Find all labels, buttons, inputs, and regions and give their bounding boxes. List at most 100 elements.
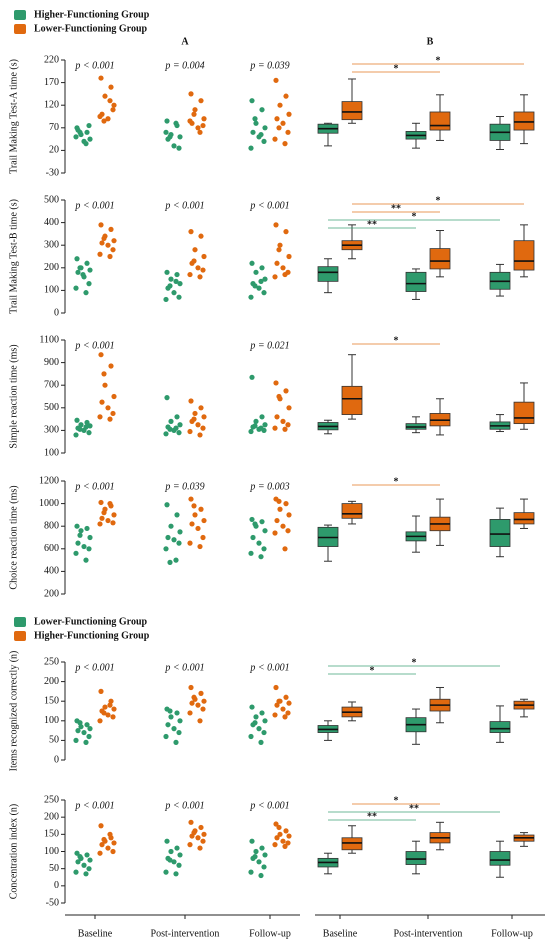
data-point — [74, 523, 80, 529]
y-tick-label: 170 — [44, 77, 59, 88]
significance-label: * — [436, 55, 441, 66]
y-tick-label: 120 — [44, 99, 59, 110]
data-point — [262, 852, 268, 858]
data-point — [197, 432, 203, 438]
data-point — [77, 129, 83, 135]
data-point — [282, 141, 288, 147]
x-tick-label: Follow-up — [249, 928, 291, 939]
p-value: p < 0.001 — [164, 800, 204, 811]
data-point — [189, 700, 195, 706]
legend-swatch — [14, 24, 26, 34]
box — [489, 519, 511, 547]
data-point — [173, 739, 179, 745]
data-point — [276, 824, 282, 831]
data-point — [259, 710, 265, 716]
data-point — [86, 430, 92, 436]
data-point — [277, 102, 283, 108]
data-point — [262, 125, 268, 131]
data-point — [276, 393, 282, 400]
data-point — [286, 512, 292, 518]
data-point — [201, 116, 207, 122]
p-value: p < 0.001 — [164, 662, 204, 673]
data-point — [87, 726, 93, 732]
data-point — [163, 431, 169, 437]
data-point — [111, 840, 117, 846]
significance-label: * — [394, 63, 399, 74]
data-point — [111, 102, 117, 108]
x-tick-label: Post-intervention — [394, 928, 463, 939]
y-tick-label: 0 — [54, 754, 59, 765]
y-tick-label: -50 — [46, 897, 59, 908]
data-point — [274, 835, 280, 841]
x-tick-label: Post-intervention — [151, 928, 220, 939]
data-point — [195, 525, 201, 532]
data-point — [272, 712, 278, 718]
data-point — [283, 501, 289, 507]
data-point — [200, 122, 206, 129]
data-point — [78, 724, 84, 730]
data-point — [276, 125, 282, 131]
data-point — [167, 283, 173, 289]
data-point — [200, 706, 206, 712]
data-point — [87, 136, 93, 142]
data-point — [73, 134, 79, 140]
data-point — [86, 122, 92, 129]
legend-label: Lower-Functioning Group — [34, 23, 148, 34]
data-point — [171, 143, 177, 149]
data-point — [252, 521, 258, 527]
data-point — [176, 430, 182, 436]
data-point — [177, 718, 183, 724]
significance-label: * — [370, 665, 375, 676]
data-point — [77, 426, 83, 432]
y-tick-label: 100 — [44, 285, 59, 296]
data-point — [188, 684, 194, 691]
box — [405, 851, 427, 865]
data-point — [252, 423, 258, 429]
data-point — [105, 517, 111, 524]
data-point — [108, 698, 114, 704]
data-point — [258, 872, 264, 879]
data-point — [252, 720, 258, 726]
data-point — [74, 417, 80, 423]
y-tick-label: 150 — [44, 829, 59, 840]
data-point — [98, 499, 104, 506]
data-point — [201, 517, 207, 524]
data-point — [98, 688, 104, 695]
data-point — [105, 845, 111, 851]
p-value: p = 0.003 — [249, 481, 289, 492]
data-point — [248, 294, 254, 300]
data-point — [78, 422, 84, 428]
data-point — [177, 529, 183, 535]
data-point — [83, 739, 89, 745]
y-tick-label: 100 — [44, 715, 59, 726]
y-tick-label: 1100 — [39, 334, 59, 345]
data-point — [285, 129, 291, 135]
p-value: p < 0.001 — [164, 200, 204, 211]
data-point — [273, 77, 279, 83]
data-point — [168, 276, 174, 282]
data-point — [261, 546, 267, 552]
data-point — [198, 506, 204, 512]
data-point — [176, 540, 182, 546]
data-point — [111, 512, 117, 518]
data-point — [164, 395, 170, 401]
data-point — [253, 848, 259, 855]
data-point — [197, 718, 203, 724]
y-tick-label: 50 — [49, 863, 59, 874]
box — [489, 851, 511, 866]
y-tick-label: 150 — [44, 695, 59, 706]
data-point — [252, 854, 258, 860]
legend-label: Lower-Functioning Group — [34, 616, 148, 627]
data-point — [276, 698, 282, 704]
y-tick-label: 250 — [44, 656, 59, 667]
significance-label: * — [412, 657, 417, 668]
data-point — [198, 824, 204, 831]
data-point — [73, 432, 79, 438]
data-point — [177, 134, 183, 140]
data-point — [167, 708, 173, 714]
y-tick-label: 500 — [44, 402, 59, 413]
data-point — [176, 294, 182, 300]
data-point — [81, 729, 87, 736]
data-point — [192, 410, 198, 417]
y-tick-label: 900 — [44, 357, 59, 368]
